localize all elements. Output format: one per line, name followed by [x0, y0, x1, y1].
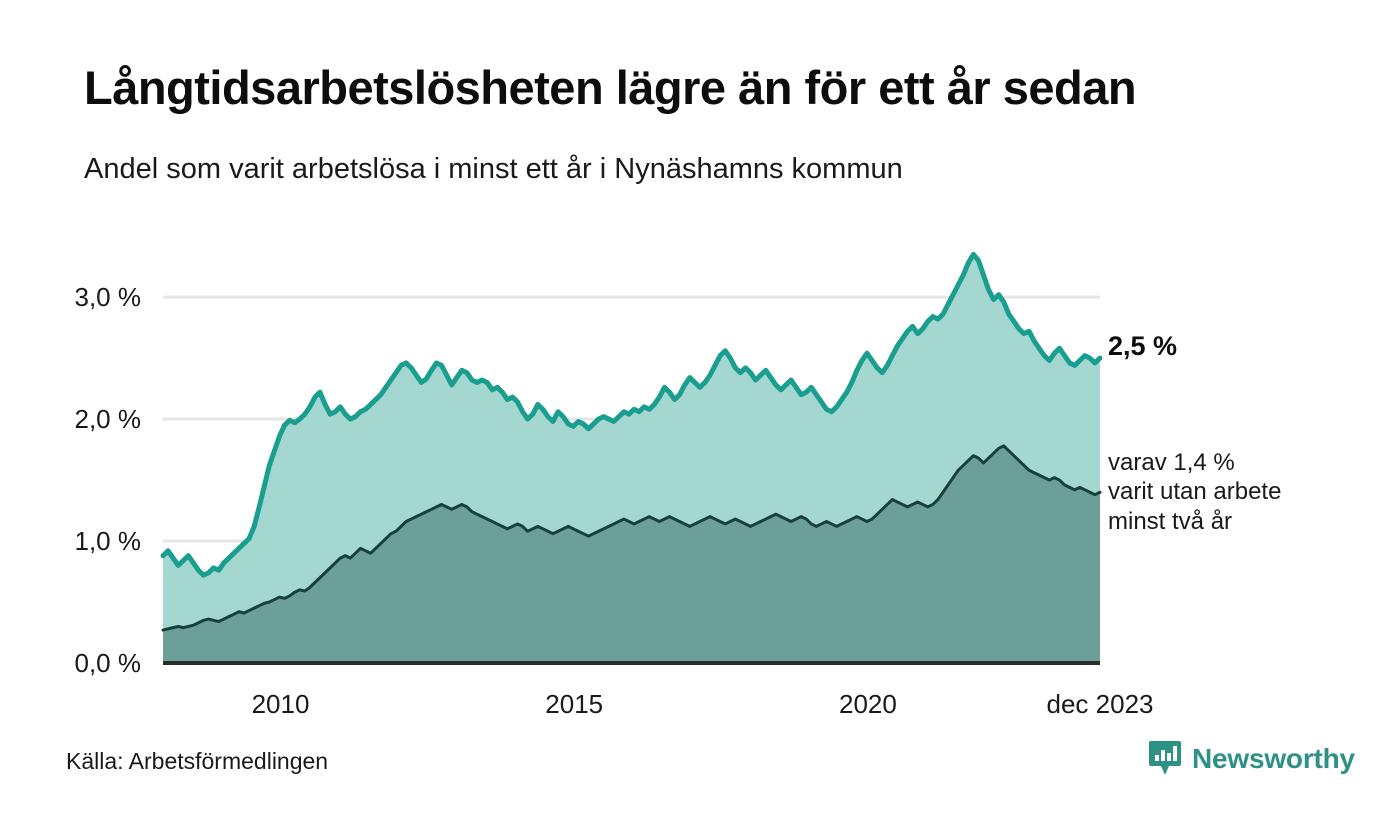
x-axis-tick-label: dec 2023	[1047, 689, 1154, 719]
y-axis-tick-label: 0,0 %	[75, 648, 142, 678]
y-axis-tick-label: 3,0 %	[75, 282, 142, 312]
x-axis-tick-label: 2015	[545, 689, 603, 719]
line-series-one-year	[160, 251, 1103, 578]
x-axis-ticks: 2010 2015 2020 dec 2023	[252, 689, 1154, 719]
y-axis-tick-label: 1,0 %	[75, 526, 142, 556]
series-areas	[160, 251, 1103, 663]
annotation-secondary-line2: varit utan arbete	[1108, 478, 1282, 506]
logo-wordmark: Newsworthy	[1192, 743, 1355, 774]
line-series-two-years	[161, 444, 1102, 632]
annotation-secondary: varav 1,4 % varit utan arbete minst två …	[1108, 448, 1281, 536]
area-series-two-years	[163, 445, 1100, 663]
page-subtitle: Andel som varit arbetslösa i minst ett å…	[84, 153, 903, 185]
y-axis-ticks: 0,0 % 1,0 % 2,0 % 3,0 %	[75, 282, 142, 678]
x-axis-tick-label: 2020	[839, 689, 897, 719]
x-axis-tick-label: 2010	[252, 689, 310, 719]
source-note: Källa: Arbetsförmedlingen	[66, 748, 329, 774]
annotation-secondary-line3: minst två år	[1108, 507, 1233, 535]
newsworthy-logo: Newsworthy	[1148, 740, 1355, 778]
annotation-primary-value: 2,5 %	[1108, 331, 1178, 361]
annotation-secondary-line1: varav 1,4 %	[1108, 449, 1235, 476]
y-axis-tick-label: 2,0 %	[75, 404, 142, 434]
page-title: Långtidsarbetslösheten lägre än för ett …	[84, 61, 1137, 114]
bar-chart-speech-bubble-icon	[1149, 741, 1181, 775]
